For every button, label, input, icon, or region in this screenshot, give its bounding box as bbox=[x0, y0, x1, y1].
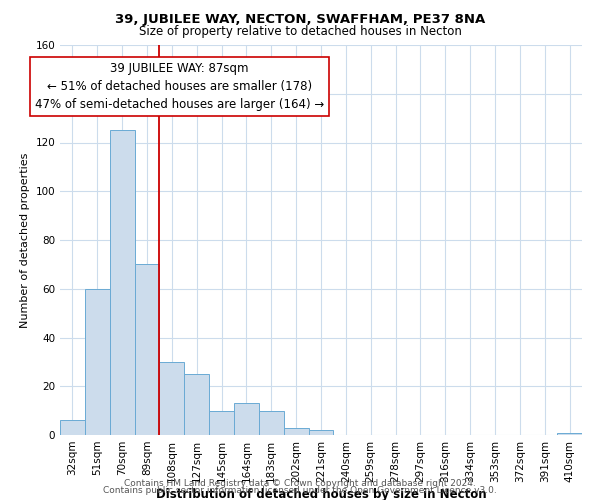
Bar bbox=[134, 264, 160, 435]
Text: Contains HM Land Registry data © Crown copyright and database right 2024.: Contains HM Land Registry data © Crown c… bbox=[124, 478, 476, 488]
Bar bbox=[284, 428, 308, 435]
Bar bbox=[110, 130, 134, 435]
Bar bbox=[160, 362, 184, 435]
Text: 39, JUBILEE WAY, NECTON, SWAFFHAM, PE37 8NA: 39, JUBILEE WAY, NECTON, SWAFFHAM, PE37 … bbox=[115, 12, 485, 26]
Y-axis label: Number of detached properties: Number of detached properties bbox=[20, 152, 30, 328]
Bar bbox=[60, 420, 85, 435]
Bar bbox=[308, 430, 334, 435]
Bar bbox=[85, 289, 110, 435]
X-axis label: Distribution of detached houses by size in Necton: Distribution of detached houses by size … bbox=[155, 488, 487, 500]
Bar bbox=[557, 432, 582, 435]
Bar bbox=[259, 410, 284, 435]
Bar bbox=[209, 410, 234, 435]
Text: Contains public sector information licensed under the Open Government Licence v3: Contains public sector information licen… bbox=[103, 486, 497, 495]
Text: 39 JUBILEE WAY: 87sqm
← 51% of detached houses are smaller (178)
47% of semi-det: 39 JUBILEE WAY: 87sqm ← 51% of detached … bbox=[35, 62, 324, 111]
Bar bbox=[184, 374, 209, 435]
Text: Size of property relative to detached houses in Necton: Size of property relative to detached ho… bbox=[139, 25, 461, 38]
Bar bbox=[234, 404, 259, 435]
